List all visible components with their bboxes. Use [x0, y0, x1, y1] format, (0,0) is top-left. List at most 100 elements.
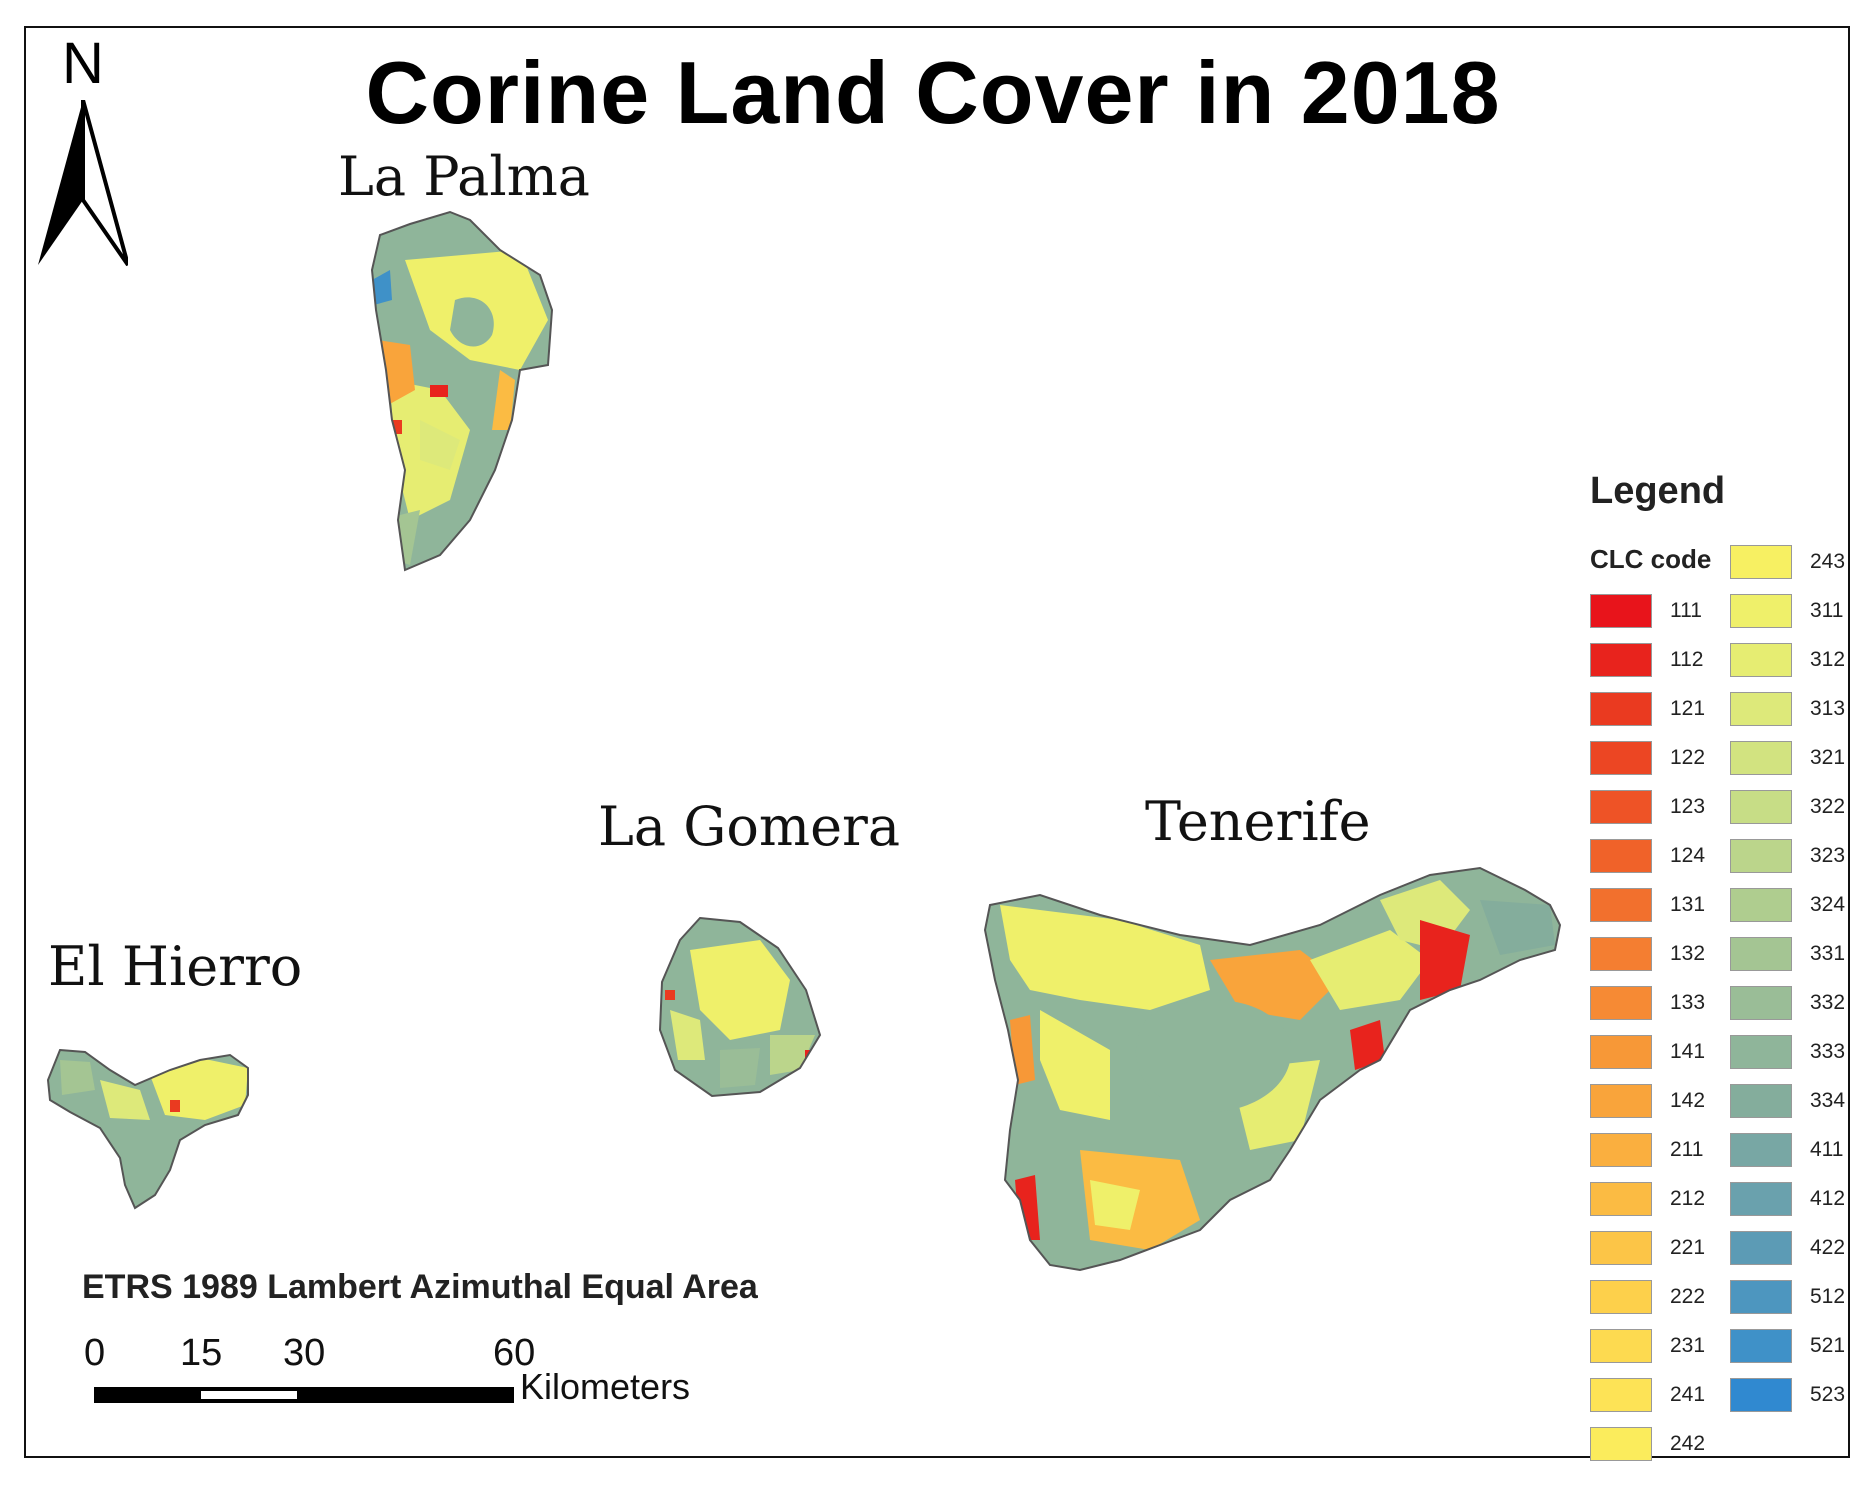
legend-item-121: 121 [1590, 692, 1730, 728]
legend-swatch [1730, 1280, 1792, 1314]
legend-swatch [1730, 1182, 1792, 1216]
legend-item-242: 242 [1590, 1427, 1730, 1463]
legend-item-323: 323 [1730, 839, 1866, 875]
legend-swatch [1590, 790, 1652, 824]
legend-swatch [1590, 1427, 1652, 1461]
label-el-hierro: El Hierro [48, 935, 303, 998]
legend-item-131: 131 [1590, 888, 1730, 924]
la-gomera-shape [660, 918, 820, 1096]
legend-item-321: 321 [1730, 741, 1866, 777]
legend-code-label: 422 [1810, 1236, 1846, 1259]
legend-code-label: 132 [1670, 942, 1706, 965]
legend-swatch [1590, 1133, 1652, 1167]
legend-swatch [1730, 545, 1792, 579]
legend-code-label: 123 [1670, 795, 1706, 818]
legend-swatch [1590, 692, 1652, 726]
legend-code-label: 521 [1810, 1334, 1846, 1357]
legend-swatch [1730, 986, 1792, 1020]
label-la-palma: La Palma [338, 145, 590, 208]
legend-swatch [1590, 1329, 1652, 1363]
legend-item-331: 331 [1730, 937, 1866, 973]
legend-code-label: 523 [1810, 1383, 1846, 1406]
label-la-gomera: La Gomera [598, 795, 901, 858]
legend-item-312: 312 [1730, 643, 1866, 679]
north-label: N [62, 31, 104, 96]
legend-swatch [1590, 741, 1652, 775]
legend-item-521: 521 [1730, 1329, 1866, 1365]
legend-code-label: 333 [1810, 1040, 1846, 1063]
legend-swatch [1730, 790, 1792, 824]
legend-code-label: 142 [1670, 1089, 1706, 1112]
legend-item-512: 512 [1730, 1280, 1866, 1316]
legend-swatch [1590, 839, 1652, 873]
legend-swatch [1730, 937, 1792, 971]
legend-swatch [1590, 1378, 1652, 1412]
legend-swatch [1590, 643, 1652, 677]
legend-swatch [1590, 1280, 1652, 1314]
label-tenerife: Tenerife [1145, 790, 1371, 853]
legend-code-label: 212 [1670, 1187, 1706, 1210]
legend-item-212: 212 [1590, 1182, 1730, 1218]
legend-item-422: 422 [1730, 1231, 1866, 1267]
legend-item-124: 124 [1590, 839, 1730, 875]
legend-item-222: 222 [1590, 1280, 1730, 1316]
map-frame [24, 26, 1850, 1458]
legend-swatch [1590, 1182, 1652, 1216]
legend-item-123: 123 [1590, 790, 1730, 826]
scale-tick-30: 30 [283, 1332, 326, 1374]
legend-item-231: 231 [1590, 1329, 1730, 1365]
legend-item-211: 211 [1590, 1133, 1730, 1169]
legend-swatch [1730, 1329, 1792, 1363]
scale-tick-60: 60 [493, 1332, 536, 1374]
legend-code-label: 411 [1810, 1138, 1844, 1161]
legend-code-label: 222 [1670, 1285, 1706, 1308]
legend-swatch [1590, 986, 1652, 1020]
legend-code-label: 124 [1670, 844, 1706, 867]
legend-swatch [1590, 1231, 1652, 1265]
legend-code-label: 141 [1670, 1040, 1706, 1063]
legend-code-label: 312 [1810, 648, 1846, 671]
legend-item-141: 141 [1590, 1035, 1730, 1071]
legend-code-label: 334 [1810, 1089, 1846, 1112]
legend-item-333: 333 [1730, 1035, 1866, 1071]
legend-item-142: 142 [1590, 1084, 1730, 1120]
legend-swatch [1730, 741, 1792, 775]
tenerife-shape [985, 868, 1560, 1270]
north-arrow-icon [38, 100, 128, 267]
legend-code-label: 111 [1670, 599, 1702, 622]
legend-code-label: 112 [1670, 648, 1704, 671]
legend-item-334: 334 [1730, 1084, 1866, 1120]
legend-item-241: 241 [1590, 1378, 1730, 1414]
legend-code-label: 241 [1670, 1383, 1706, 1406]
legend-code-label: 122 [1670, 746, 1706, 769]
legend-item-411: 411 [1730, 1133, 1866, 1169]
legend-swatch [1730, 1084, 1792, 1118]
legend-swatch [1590, 937, 1652, 971]
legend-item-112: 112 [1590, 643, 1730, 679]
legend-swatch [1730, 1231, 1792, 1265]
legend-item-324: 324 [1730, 888, 1866, 924]
legend-item-243: 243 [1730, 545, 1866, 581]
legend-subtitle: CLC code [1590, 544, 1712, 574]
legend-item-221: 221 [1590, 1231, 1730, 1267]
legend-code-label: 131 [1670, 893, 1706, 916]
legend-code-label: 221 [1670, 1236, 1706, 1259]
legend-code-label: 321 [1810, 746, 1846, 769]
legend-code-label: 512 [1810, 1285, 1846, 1308]
scale-tick-15: 15 [180, 1332, 223, 1374]
legend-code-label: 211 [1670, 1138, 1704, 1161]
legend-code-label: 323 [1810, 844, 1846, 867]
projection-label: ETRS 1989 Lambert Azimuthal Equal Area [82, 1268, 758, 1306]
legend-swatch [1590, 1084, 1652, 1118]
legend-item-332: 332 [1730, 986, 1866, 1022]
la-palma-shape [372, 212, 552, 570]
legend-code-label: 322 [1810, 795, 1846, 818]
legend-item-313: 313 [1730, 692, 1866, 728]
legend-item-132: 132 [1590, 937, 1730, 973]
legend-code-label: 313 [1810, 697, 1846, 720]
legend-swatch [1730, 692, 1792, 726]
legend-code-label: 121 [1670, 697, 1706, 720]
legend-swatch [1590, 594, 1652, 628]
legend-item-412: 412 [1730, 1182, 1866, 1218]
